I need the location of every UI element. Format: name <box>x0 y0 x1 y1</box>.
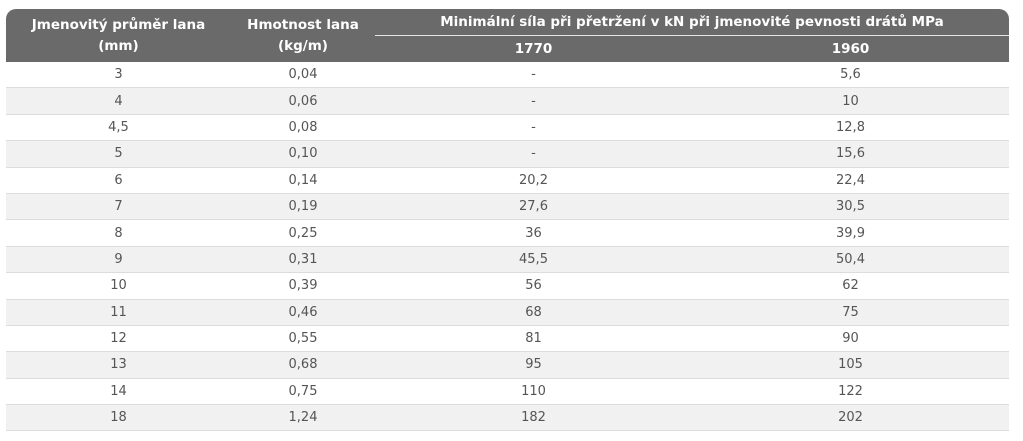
cell-diameter: 13 <box>6 351 231 379</box>
header-weight-line2: (kg/m) <box>278 37 328 54</box>
cell-diameter: 4,5 <box>6 114 231 142</box>
cell-weight: 0,39 <box>231 272 375 300</box>
cell-diameter: 5 <box>6 140 231 168</box>
cell-force-1770: 27,6 <box>375 193 692 221</box>
cell-weight: 1,24 <box>231 404 375 432</box>
cell-weight: 0,10 <box>231 140 375 168</box>
header-strength-1770: 1770 <box>375 35 692 62</box>
cell-diameter: 12 <box>6 325 231 353</box>
table-row: 7 0,19 27,6 30,5 <box>6 193 1009 221</box>
cell-weight: 0,08 <box>231 114 375 142</box>
table-row: 13 0,68 95 105 <box>6 351 1009 379</box>
header-force-group: Minimální síla při přetržení v kN při jm… <box>375 9 1009 36</box>
cell-force-1960: 75 <box>692 299 1009 326</box>
table-row: 6 0,14 20,2 22,4 <box>6 167 1009 194</box>
cell-diameter: 6 <box>6 167 231 194</box>
cell-diameter: 11 <box>6 299 231 326</box>
cell-force-1770: 68 <box>375 299 692 326</box>
cell-diameter: 3 <box>6 62 231 89</box>
header-diameter-line2: (mm) <box>98 37 139 54</box>
cell-weight: 0,31 <box>231 246 375 274</box>
cell-diameter: 7 <box>6 193 231 221</box>
cell-force-1770: - <box>375 114 692 142</box>
cell-weight: 0,75 <box>231 378 375 406</box>
cell-force-1770: - <box>375 62 692 89</box>
cell-force-1770: 182 <box>375 404 692 432</box>
rope-spec-table-container: Jmenovitý průměr lana (mm) Hmotnost lana… <box>6 9 1009 432</box>
table-row: 11 0,46 68 75 <box>6 299 1009 326</box>
cell-weight: 0,14 <box>231 167 375 194</box>
header-strength-1960: 1960 <box>692 35 1009 62</box>
cell-force-1960: 15,6 <box>692 140 1009 168</box>
table-row: 5 0,10-15,6 <box>6 140 1009 168</box>
table-row: 9 0,31 45,5 50,4 <box>6 246 1009 274</box>
cell-force-1960: 5,6 <box>692 62 1009 89</box>
cell-force-1960: 39,9 <box>692 219 1009 247</box>
cell-force-1770: - <box>375 140 692 168</box>
cell-force-1770: 110 <box>375 378 692 406</box>
cell-weight: 0,04 <box>231 62 375 89</box>
cell-diameter: 18 <box>6 404 231 432</box>
table-row: 8 0,25 36 39,9 <box>6 219 1009 247</box>
cell-weight: 0,46 <box>231 299 375 326</box>
table-row: 14 0,75 110 122 <box>6 378 1009 406</box>
cell-weight: 0,55 <box>231 325 375 353</box>
cell-force-1960: 30,5 <box>692 193 1009 221</box>
cell-weight: 0,06 <box>231 87 375 115</box>
cell-diameter: 8 <box>6 219 231 247</box>
cell-force-1770: 36 <box>375 219 692 247</box>
header-diameter-line1: Jmenovitý průměr lana <box>31 16 206 33</box>
table-row: 4 0,06-10 <box>6 87 1009 115</box>
cell-weight: 0,19 <box>231 193 375 221</box>
table-body: 3 0,04-5,6 4 0,06-10 4,5 0,08-12,8 5 0,10-15,6 6… <box>6 62 1009 432</box>
header-weight-line1: Hmotnost lana <box>247 16 359 33</box>
table-row: 3 0,04-5,6 <box>6 62 1009 89</box>
table-row: 4,5 0,08-12,8 <box>6 114 1009 142</box>
cell-force-1960: 22,4 <box>692 167 1009 194</box>
cell-force-1770: - <box>375 87 692 115</box>
cell-force-1770: 20,2 <box>375 167 692 194</box>
cell-diameter: 10 <box>6 272 231 300</box>
rope-spec-table: Jmenovitý průměr lana (mm) Hmotnost lana… <box>6 9 1009 432</box>
cell-force-1770: 81 <box>375 325 692 353</box>
cell-diameter: 9 <box>6 246 231 274</box>
cell-force-1960: 105 <box>692 351 1009 379</box>
cell-diameter: 14 <box>6 378 231 406</box>
cell-force-1770: 95 <box>375 351 692 379</box>
cell-force-1770: 45,5 <box>375 246 692 274</box>
header-diameter: Jmenovitý průměr lana (mm) <box>6 9 231 62</box>
cell-force-1770: 56 <box>375 272 692 300</box>
table-row: 10 0,39 56 62 <box>6 272 1009 300</box>
table-header: Jmenovitý průměr lana (mm) Hmotnost lana… <box>6 9 1009 62</box>
cell-force-1960: 90 <box>692 325 1009 353</box>
table-row: 18 1,24 182 202 <box>6 404 1009 432</box>
cell-force-1960: 122 <box>692 378 1009 406</box>
cell-weight: 0,68 <box>231 351 375 379</box>
cell-weight: 0,25 <box>231 219 375 247</box>
table-row: 12 0,55 81 90 <box>6 325 1009 353</box>
header-weight: Hmotnost lana (kg/m) <box>231 9 375 62</box>
cell-force-1960: 12,8 <box>692 114 1009 142</box>
cell-force-1960: 50,4 <box>692 246 1009 274</box>
cell-diameter: 4 <box>6 87 231 115</box>
cell-force-1960: 10 <box>692 87 1009 115</box>
cell-force-1960: 202 <box>692 404 1009 432</box>
cell-force-1960: 62 <box>692 272 1009 300</box>
